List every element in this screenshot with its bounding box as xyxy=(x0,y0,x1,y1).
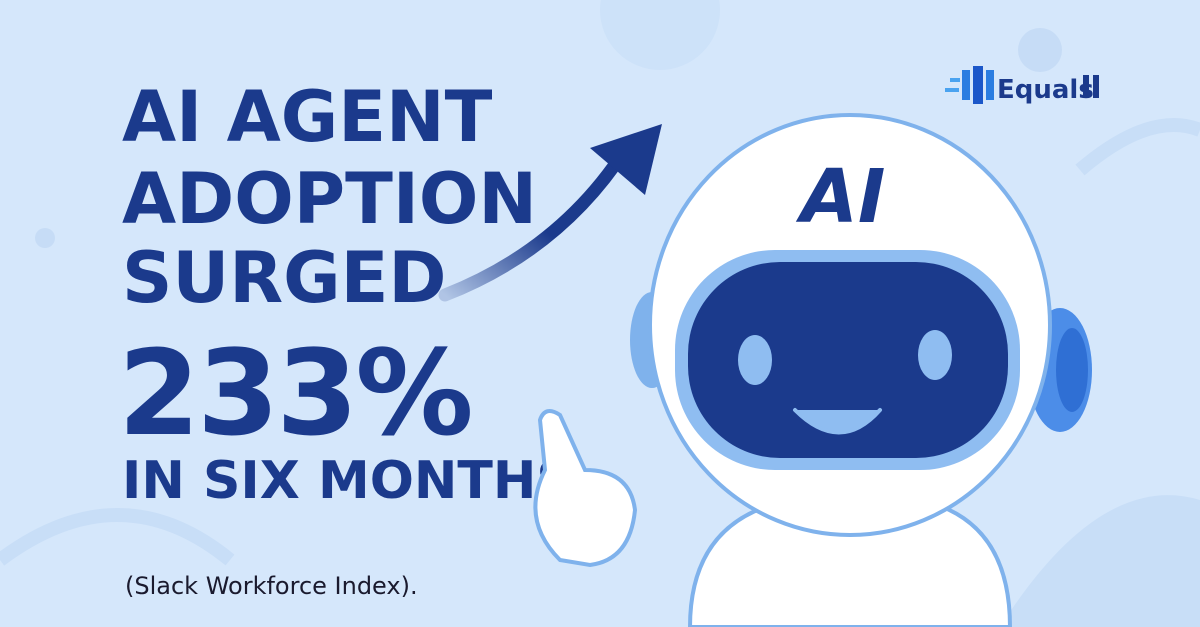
decor-curve xyxy=(1075,118,1200,176)
arrow-head xyxy=(590,124,662,195)
decor-curve xyxy=(0,508,235,566)
headline-figure: 233% xyxy=(118,324,471,462)
headline-line: ADOPTION xyxy=(122,158,537,240)
robot: AI xyxy=(533,113,1092,627)
logo-text: Equals xyxy=(997,75,1094,105)
headline-line: AI AGENT xyxy=(122,76,493,158)
robot-badge: AI xyxy=(796,154,886,240)
decor-circle xyxy=(1018,28,1062,72)
headline-line: SURGED xyxy=(122,237,447,319)
decor-circle xyxy=(600,0,720,70)
decor-circle xyxy=(35,228,55,248)
headline-period: IN SIX MONTHS xyxy=(122,451,574,511)
source: (Slack Workforce Index). xyxy=(125,572,418,600)
logo: Equals xyxy=(945,66,1099,105)
trend-arrow xyxy=(438,143,632,302)
decor-shape xyxy=(1000,495,1200,627)
